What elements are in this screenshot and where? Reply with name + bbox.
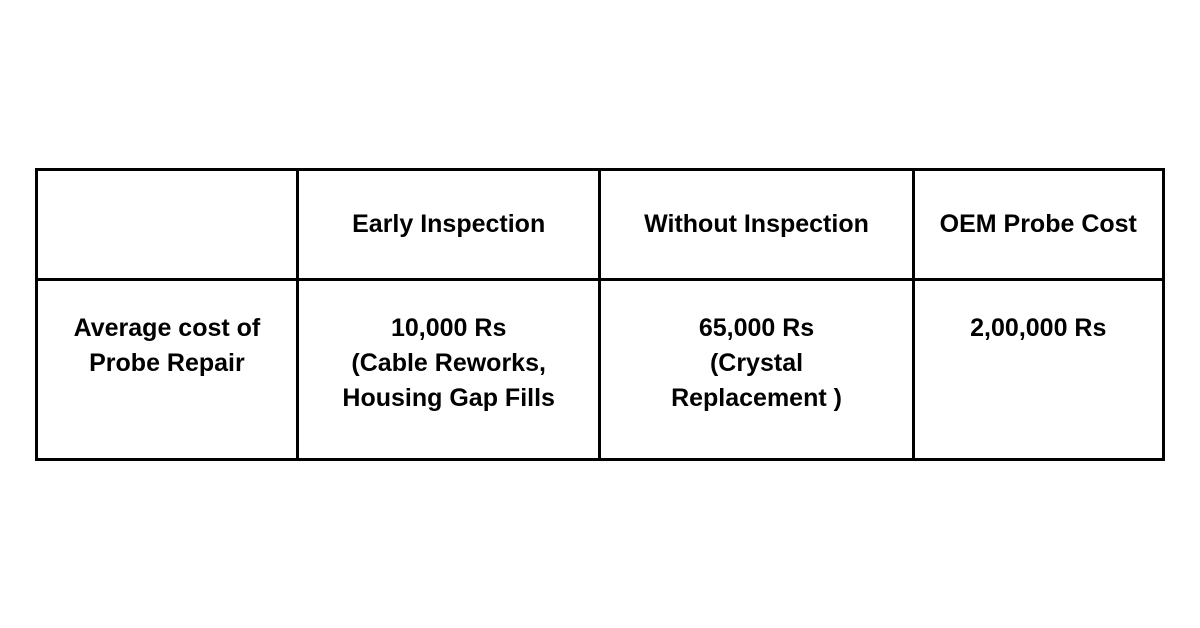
- header-oem-cost: OEM Probe Cost: [913, 169, 1163, 279]
- cell-line1: 2,00,000 Rs: [925, 311, 1152, 346]
- cell-line2: (Cable Reworks,: [309, 346, 589, 381]
- header-text: Early Inspection: [309, 207, 589, 242]
- table-header-row: Early Inspection Without Inspection OEM …: [37, 169, 1164, 279]
- cell-early-inspection: 10,000 Rs (Cable Reworks, Housing Gap Fi…: [297, 279, 600, 459]
- cell-oem-cost: 2,00,000 Rs: [913, 279, 1163, 459]
- row-label-line2: Probe Repair: [48, 346, 286, 381]
- header-early-inspection: Early Inspection: [297, 169, 600, 279]
- header-blank: [37, 169, 298, 279]
- cell-line3: Replacement ): [611, 381, 901, 416]
- cell-without-inspection: 65,000 Rs (Crystal Replacement ): [600, 279, 913, 459]
- table: Early Inspection Without Inspection OEM …: [35, 168, 1165, 461]
- cost-comparison-table: Early Inspection Without Inspection OEM …: [35, 168, 1165, 461]
- cell-line3: Housing Gap Fills: [309, 381, 589, 416]
- row-label-line1: Average cost of: [48, 311, 286, 346]
- cell-line1: 10,000 Rs: [309, 311, 589, 346]
- cell-line1: 65,000 Rs: [611, 311, 901, 346]
- header-text: Without Inspection: [611, 207, 901, 242]
- header-without-inspection: Without Inspection: [600, 169, 913, 279]
- cell-line2: (Crystal: [611, 346, 901, 381]
- header-text: OEM Probe Cost: [925, 207, 1152, 242]
- table-row: Average cost of Probe Repair 10,000 Rs (…: [37, 279, 1164, 459]
- row-label-cell: Average cost of Probe Repair: [37, 279, 298, 459]
